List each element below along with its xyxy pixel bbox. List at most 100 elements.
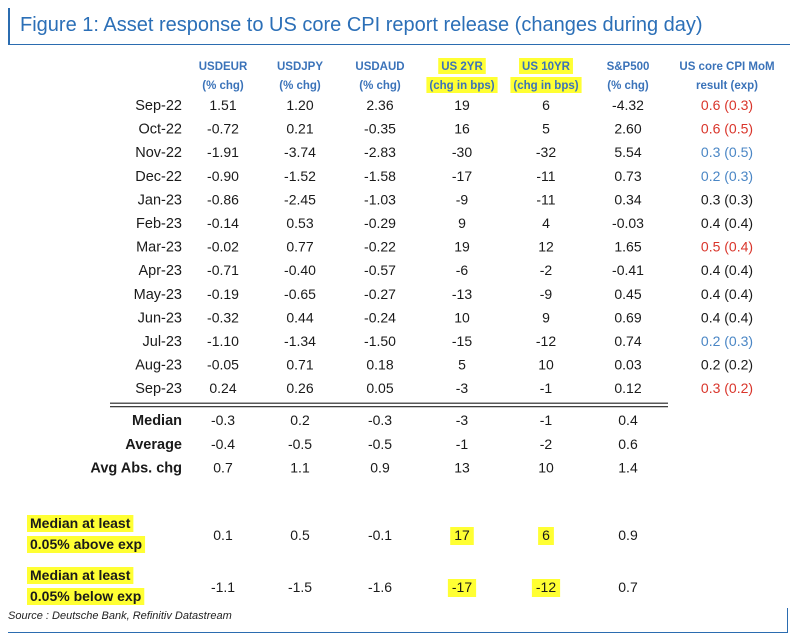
table-cell: -0.65 <box>284 286 316 302</box>
cpi-result-cell: 0.3 (0.2) <box>701 380 753 396</box>
table-cell: 6 <box>542 97 550 113</box>
table-cell: 9 <box>458 215 466 231</box>
row-label: Oct-22 <box>138 122 182 138</box>
row-label: Aug-23 <box>135 358 182 374</box>
cell-highlight <box>447 579 477 597</box>
table-cell: -9 <box>456 191 469 207</box>
conditional-cell: 0.5 <box>290 527 310 543</box>
table-cell: 1.51 <box>209 97 236 113</box>
table-cell: -1.03 <box>364 191 396 207</box>
column-header-name: USDEUR <box>199 61 248 73</box>
cpi-result-cell: 0.2 (0.2) <box>701 357 753 373</box>
summary-cell: 13 <box>454 459 470 475</box>
table-cell: -17 <box>452 168 472 184</box>
row-label: May-23 <box>134 287 182 303</box>
conditional-cell: 0.7 <box>618 579 638 595</box>
table-cell: -0.72 <box>207 121 239 137</box>
summary-cell: -1 <box>540 412 553 428</box>
cpi-result-cell: 0.6 (0.3) <box>701 97 753 113</box>
table-cell: 0.12 <box>614 380 641 396</box>
column-header-unit: (chg in bps) <box>513 80 578 92</box>
table-cell: 0.24 <box>209 380 236 396</box>
cpi-result-cell: 0.2 (0.3) <box>701 168 753 184</box>
table-cell: -13 <box>452 286 472 302</box>
table-cell: -0.02 <box>207 239 239 255</box>
table-cell: 5 <box>542 121 550 137</box>
summary-cell: 10 <box>538 459 554 475</box>
table-cell: -1.34 <box>284 333 316 349</box>
conditional-cell: 0.1 <box>213 527 233 543</box>
frame-right-edge <box>787 608 788 632</box>
summary-cell: 1.4 <box>618 459 638 475</box>
table-cell: -1.50 <box>364 333 396 349</box>
cell-highlight <box>450 527 474 545</box>
conditional-cell: -1.6 <box>368 579 392 595</box>
cpi-result-cell: 0.5 (0.4) <box>701 239 753 255</box>
summary-label: Median <box>132 413 182 429</box>
column-header-unit: (% chg) <box>279 80 321 92</box>
column-header-unit: (% chg) <box>202 80 244 92</box>
cpi-result-cell: 0.4 (0.4) <box>701 215 753 231</box>
summary-cell: -0.5 <box>288 436 312 452</box>
table-cell: 0.71 <box>286 357 313 373</box>
table-cell: -2.83 <box>364 144 396 160</box>
row-label: Jan-23 <box>138 192 182 208</box>
table-cell: -2 <box>540 262 553 278</box>
table-cell: -0.71 <box>207 262 239 278</box>
table-cell: -4.32 <box>612 97 644 113</box>
table-cell: 19 <box>454 239 470 255</box>
label-highlight <box>27 567 134 584</box>
summary-cell: 0.4 <box>618 412 638 428</box>
footer-rule <box>8 632 788 633</box>
summary-cell: -0.5 <box>368 436 392 452</box>
table-cell: 1.65 <box>614 239 641 255</box>
column-header-name: USDAUD <box>355 61 404 73</box>
summary-label: Avg Abs. chg <box>90 460 182 476</box>
table-cell: -0.27 <box>364 286 396 302</box>
table-cell: 0.21 <box>286 121 313 137</box>
conditional-cell: -17 <box>452 579 472 595</box>
table-cell: -3.74 <box>284 144 316 160</box>
conditional-label: Median at least <box>30 515 131 531</box>
table-cell: -0.40 <box>284 262 316 278</box>
row-label: Nov-22 <box>135 145 182 161</box>
table-cell: -0.14 <box>207 215 239 231</box>
label-highlight <box>27 515 134 532</box>
table-cell: -3 <box>456 380 469 396</box>
conditional-cell: 17 <box>454 527 470 543</box>
summary-label: Average <box>125 437 182 453</box>
summary-cell: 0.9 <box>370 459 390 475</box>
column-header-name: USDJPY <box>277 61 323 73</box>
table-cell: -0.35 <box>364 121 396 137</box>
row-label: Apr-23 <box>138 263 182 279</box>
column-header-name: S&P500 <box>607 61 650 73</box>
table-cell: -0.19 <box>207 286 239 302</box>
title-bar: Figure 1: Asset response to US core CPI … <box>8 8 790 45</box>
cpi-result-cell: 0.3 (0.5) <box>701 144 753 160</box>
conditional-cell: -0.1 <box>368 527 392 543</box>
table-cell: 2.36 <box>366 97 393 113</box>
summary-cell: 0.6 <box>618 436 638 452</box>
table-cell: 0.74 <box>614 333 641 349</box>
column-header-unit: (chg in bps) <box>429 80 494 92</box>
table-cell: -30 <box>452 144 472 160</box>
table-cell: -0.05 <box>207 357 239 373</box>
column-header-unit: (% chg) <box>607 80 649 92</box>
table-cell: -0.22 <box>364 239 396 255</box>
table-cell: 0.69 <box>614 309 641 325</box>
cell-highlight <box>538 527 554 545</box>
table-cell: 10 <box>454 309 470 325</box>
conditional-cell: 0.9 <box>618 527 638 543</box>
table-cell: -11 <box>536 191 555 207</box>
conditional-cell: -1.1 <box>211 579 235 595</box>
table-cell: -2.45 <box>284 191 316 207</box>
table-cell: 5.54 <box>614 144 641 160</box>
conditional-cell: -1.5 <box>288 579 312 595</box>
summary-cell: -3 <box>456 412 469 428</box>
column-header-name: US 10YR <box>522 61 571 73</box>
table-cell: 2.60 <box>614 121 641 137</box>
row-label: Jul-23 <box>143 334 183 350</box>
cpi-result-cell: 0.6 (0.5) <box>701 121 753 137</box>
summary-cell: 0.2 <box>290 412 310 428</box>
